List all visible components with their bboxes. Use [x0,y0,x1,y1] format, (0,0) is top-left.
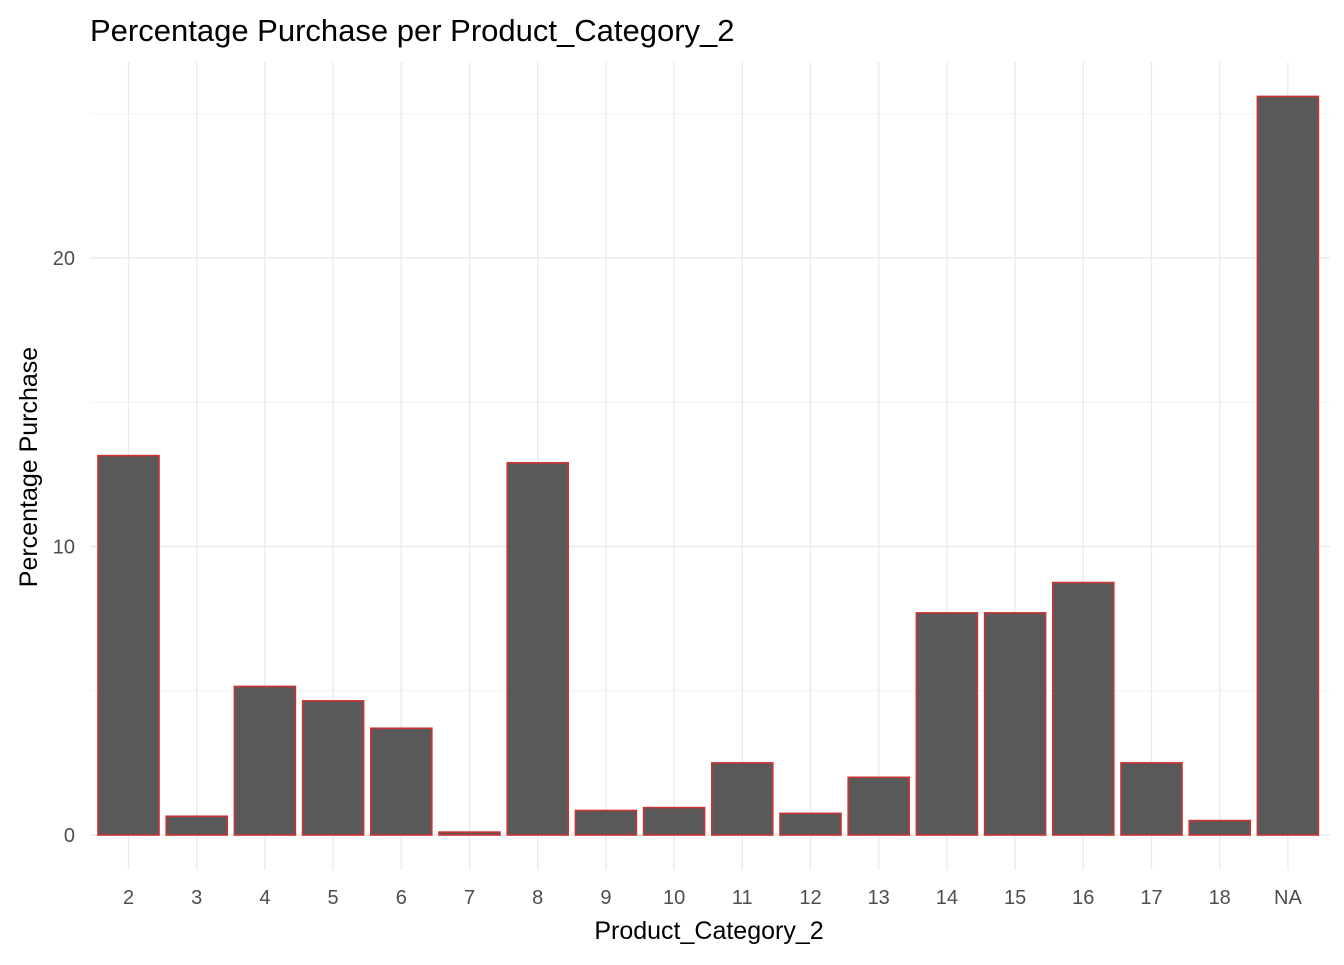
bar-11 [710,762,774,836]
x-tick-label: 8 [532,887,543,909]
x-tick-label: 15 [1004,887,1026,909]
x-tick-label: 2 [123,887,134,909]
x-tick-label: 7 [464,887,475,909]
y-axis-title: Percentage Purchase [15,347,43,587]
y-tick-label: 10 [53,537,75,559]
bar-15 [983,612,1047,836]
bar-3 [165,815,228,836]
bar-14 [915,612,979,836]
bar-9 [574,809,638,836]
y-tick-label: 0 [64,825,75,847]
x-tick-label: 5 [328,887,339,909]
x-tick-label: 9 [600,887,611,909]
bar-13 [847,776,911,836]
x-tick-label: 3 [191,887,202,909]
x-tick-label: 10 [663,887,685,909]
chart-title: Percentage Purchase per Product_Category… [90,13,735,48]
x-tick-label: 11 [732,887,753,909]
bar-4 [233,685,297,836]
x-axis-title: Product_Category_2 [594,917,823,945]
bar-NA [1256,95,1320,836]
bar-2 [97,454,160,836]
bar-8 [506,462,570,836]
x-tick-label: 16 [1072,887,1094,909]
bar-16 [1052,581,1115,836]
x-tick-label: NA [1274,887,1302,909]
y-tick-label: 20 [53,248,75,270]
bar-17 [1120,762,1183,836]
x-tick-label: 18 [1209,887,1231,909]
bars [97,95,1320,836]
bar-5 [301,700,365,836]
bar-12 [779,812,842,836]
x-tick-label: 12 [799,887,821,909]
bar-7 [438,831,501,836]
x-tick-label: 6 [396,887,407,909]
x-tick-label: 14 [936,887,958,909]
y-axis-ticks: 0 10 20 [53,248,75,847]
x-tick-label: 17 [1140,887,1162,909]
bar-18 [1188,819,1251,836]
bar-10 [642,806,706,836]
x-tick-label: 13 [868,887,890,909]
x-axis-ticks: 2 3 4 5 6 7 8 9 10 11 12 13 14 15 16 17 18 NA [123,887,1303,909]
bar-6 [369,727,433,836]
x-tick-label: 4 [259,887,270,909]
